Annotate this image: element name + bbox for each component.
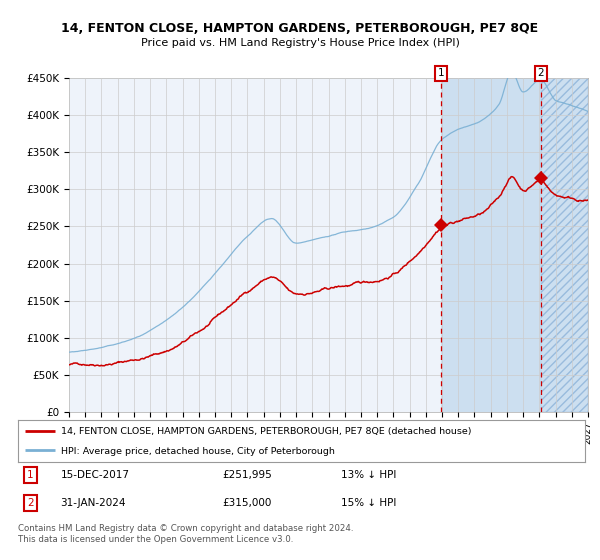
Text: 31-JAN-2024: 31-JAN-2024 — [61, 498, 126, 507]
Text: 14, FENTON CLOSE, HAMPTON GARDENS, PETERBOROUGH, PE7 8QE (detached house): 14, FENTON CLOSE, HAMPTON GARDENS, PETER… — [61, 427, 471, 436]
Text: 15-DEC-2017: 15-DEC-2017 — [61, 470, 130, 480]
Text: HPI: Average price, detached house, City of Peterborough: HPI: Average price, detached house, City… — [61, 446, 334, 456]
Text: £251,995: £251,995 — [222, 470, 272, 480]
Text: 2: 2 — [538, 68, 544, 78]
Text: 14, FENTON CLOSE, HAMPTON GARDENS, PETERBOROUGH, PE7 8QE: 14, FENTON CLOSE, HAMPTON GARDENS, PETER… — [61, 22, 539, 35]
Text: 1: 1 — [438, 68, 445, 78]
Bar — [442, 78, 541, 412]
Text: 13% ↓ HPI: 13% ↓ HPI — [341, 470, 397, 480]
Bar — [541, 78, 588, 412]
Text: Contains HM Land Registry data © Crown copyright and database right 2024.
This d: Contains HM Land Registry data © Crown c… — [18, 524, 353, 544]
Text: Price paid vs. HM Land Registry's House Price Index (HPI): Price paid vs. HM Land Registry's House … — [140, 38, 460, 48]
Text: £315,000: £315,000 — [222, 498, 271, 507]
Text: 15% ↓ HPI: 15% ↓ HPI — [341, 498, 397, 507]
Text: 1: 1 — [27, 470, 34, 480]
Text: 2: 2 — [27, 498, 34, 507]
